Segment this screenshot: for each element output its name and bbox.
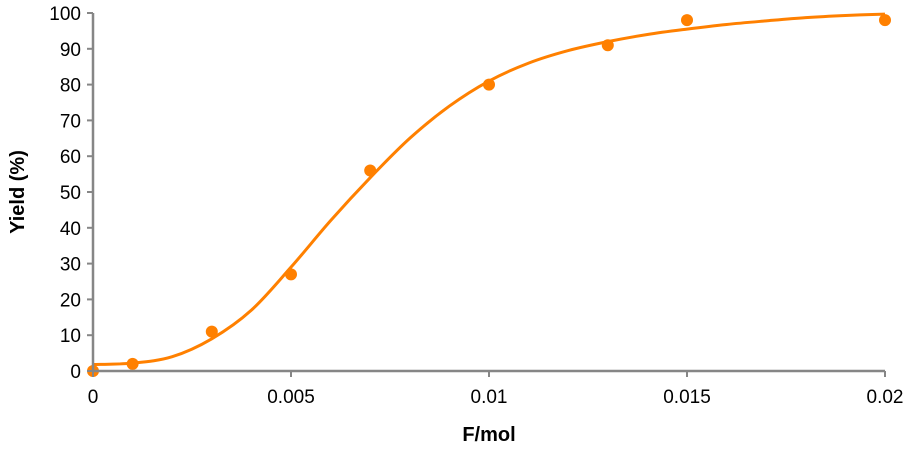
y-tick-label: 70 bbox=[60, 111, 81, 132]
x-tick-label: 0.01 bbox=[471, 387, 508, 408]
y-tick-label: 50 bbox=[60, 183, 81, 204]
data-point bbox=[879, 14, 891, 27]
data-point bbox=[681, 14, 693, 27]
y-tick-label: 20 bbox=[60, 290, 81, 311]
y-tick-label: 30 bbox=[60, 255, 81, 276]
y-tick-label: 0 bbox=[70, 362, 81, 383]
y-tick-label: 40 bbox=[60, 219, 81, 240]
data-point bbox=[601, 39, 614, 52]
x-axis-label: F/mol bbox=[462, 424, 515, 445]
data-point bbox=[285, 268, 297, 281]
y-tick-label: 90 bbox=[60, 40, 81, 61]
data-point bbox=[364, 164, 377, 177]
y-tick-label: 10 bbox=[60, 326, 81, 347]
data-point bbox=[126, 357, 139, 370]
fit-curve bbox=[92, 12, 886, 367]
data-point bbox=[483, 78, 495, 91]
y-tick-label: 80 bbox=[60, 76, 81, 97]
x-tick-label: 0.02 bbox=[867, 387, 904, 408]
y-axis-label: Yield (%) bbox=[7, 150, 29, 234]
y-tick-label: 60 bbox=[60, 147, 81, 168]
x-tick-label: 0.015 bbox=[663, 387, 711, 408]
y-tick-label: 100 bbox=[49, 4, 81, 25]
x-tick-label: 0.005 bbox=[267, 387, 315, 408]
x-tick-label: 0 bbox=[88, 387, 99, 408]
data-point bbox=[205, 325, 218, 338]
